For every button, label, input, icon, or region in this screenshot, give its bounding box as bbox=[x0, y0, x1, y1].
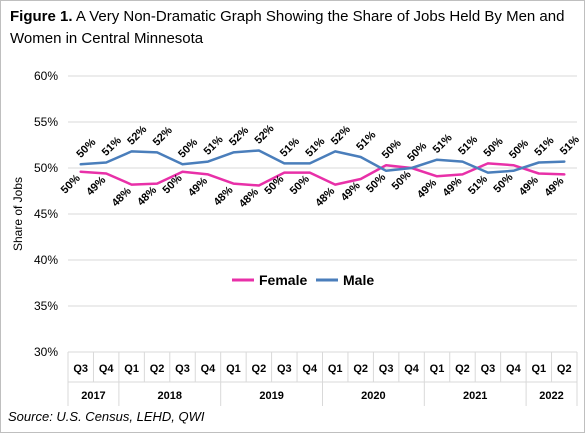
legend-label-female: Female bbox=[259, 272, 307, 288]
data-label-female: 50% bbox=[262, 173, 286, 197]
legend-label-male: Male bbox=[343, 272, 374, 288]
data-label-male: 52% bbox=[151, 124, 175, 148]
x-tick-label: Q1 bbox=[531, 363, 546, 375]
x-tick-label: Q4 bbox=[201, 363, 217, 375]
y-tick-label: 40% bbox=[34, 253, 58, 267]
series-line-male bbox=[79, 149, 566, 174]
year-label: 2021 bbox=[463, 390, 487, 402]
y-tick-label: 30% bbox=[34, 345, 58, 359]
x-tick-label: Q3 bbox=[175, 363, 190, 375]
data-label-male: 50% bbox=[507, 137, 531, 161]
y-tick-label: 55% bbox=[34, 115, 58, 129]
data-label-female: 49% bbox=[415, 177, 439, 201]
data-label-male: 51% bbox=[354, 129, 378, 153]
data-label-male: 52% bbox=[329, 123, 353, 147]
x-tick-label: Q3 bbox=[379, 363, 394, 375]
y-tick-label: 50% bbox=[34, 161, 58, 175]
data-label-female: 50% bbox=[161, 172, 185, 196]
year-label: 2019 bbox=[259, 390, 283, 402]
figure-title-text: A Very Non-Dramatic Graph Showing the Sh… bbox=[10, 8, 565, 47]
data-label-female: 49% bbox=[517, 174, 541, 198]
data-label-female: 49% bbox=[542, 175, 566, 199]
chart-title: Figure 1. A Very Non-Dramatic Graph Show… bbox=[10, 6, 575, 50]
data-label-female: 48% bbox=[313, 185, 337, 209]
year-label: 2022 bbox=[539, 390, 563, 402]
data-label-female: 48% bbox=[135, 184, 159, 208]
data-label-female: 49% bbox=[84, 174, 108, 198]
year-label: 2017 bbox=[81, 390, 105, 402]
x-tick-label: Q4 bbox=[99, 363, 115, 375]
data-label-male: 51% bbox=[431, 132, 455, 156]
x-tick-label: Q3 bbox=[277, 363, 292, 375]
x-tick-label: Q4 bbox=[506, 363, 522, 375]
x-tick-label: Q2 bbox=[150, 363, 165, 375]
data-label-male: 50% bbox=[176, 136, 200, 160]
data-label-male: 51% bbox=[456, 133, 480, 157]
y-tick-label: 60% bbox=[34, 69, 58, 83]
x-tick-label: Q3 bbox=[481, 363, 496, 375]
y-tick-label: 35% bbox=[34, 299, 58, 313]
data-label-female: 50% bbox=[491, 171, 515, 195]
year-label: 2020 bbox=[361, 390, 385, 402]
data-label-female: 48% bbox=[237, 186, 261, 210]
x-tick-label: Q2 bbox=[455, 363, 470, 375]
data-label-female: 49% bbox=[441, 175, 465, 199]
data-label-female: 48% bbox=[110, 185, 134, 209]
data-label-male: 50% bbox=[74, 136, 98, 160]
x-tick-label: Q1 bbox=[124, 363, 139, 375]
year-label: 2018 bbox=[158, 390, 182, 402]
data-label-female: 48% bbox=[211, 184, 235, 208]
data-label-male: 50% bbox=[405, 140, 429, 164]
x-tick-label: Q2 bbox=[353, 363, 368, 375]
data-label-female: 50% bbox=[288, 173, 312, 197]
data-label-male: 51% bbox=[278, 135, 302, 159]
source-note: Source: U.S. Census, LEHD, QWI bbox=[8, 409, 205, 424]
figure-label: Figure 1. bbox=[10, 8, 73, 25]
data-label-female: 50% bbox=[59, 172, 83, 196]
data-label-female: 51% bbox=[466, 173, 490, 197]
x-tick-label: Q4 bbox=[404, 363, 420, 375]
data-label-male: 51% bbox=[558, 133, 582, 157]
data-label-female: 49% bbox=[186, 175, 210, 199]
data-label-male: 51% bbox=[532, 134, 556, 158]
y-axis-label: Share of Jobs bbox=[11, 177, 25, 251]
data-label-male: 52% bbox=[125, 123, 149, 147]
data-label-male: 52% bbox=[227, 124, 251, 148]
x-tick-label: Q3 bbox=[73, 363, 88, 375]
x-tick-label: Q2 bbox=[252, 363, 267, 375]
x-tick-label: Q1 bbox=[226, 363, 241, 375]
data-label-male: 50% bbox=[380, 137, 404, 161]
data-label-male: 52% bbox=[253, 122, 277, 146]
x-tick-label: Q2 bbox=[557, 363, 572, 375]
x-tick-label: Q1 bbox=[328, 363, 343, 375]
series-line-female bbox=[79, 162, 566, 187]
x-tick-label: Q4 bbox=[302, 363, 318, 375]
data-label-male: 51% bbox=[202, 133, 226, 157]
y-tick-label: 45% bbox=[34, 207, 58, 221]
data-label-male: 50% bbox=[482, 135, 506, 159]
data-label-female: 50% bbox=[390, 168, 414, 192]
x-tick-label: Q1 bbox=[430, 363, 445, 375]
